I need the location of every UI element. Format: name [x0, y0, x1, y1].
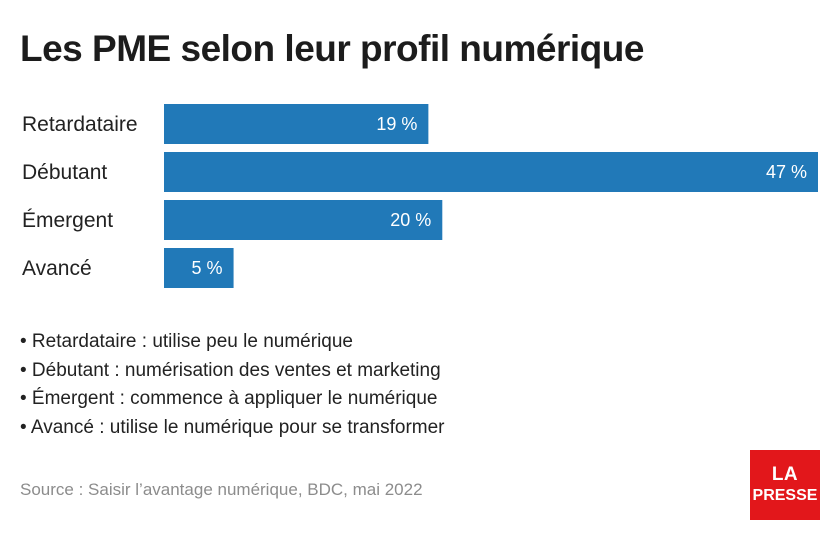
category-label: Émergent	[22, 209, 113, 232]
bar-value-label: 20 %	[390, 210, 431, 230]
bar	[164, 152, 818, 192]
category-label: Retardataire	[22, 113, 138, 136]
logo-line-1: LA	[771, 464, 799, 485]
definition-debutant: • Débutant : numérisation des ventes et …	[20, 359, 441, 381]
category-label: Avancé	[22, 257, 92, 280]
bar-value-label: 47 %	[766, 162, 807, 182]
bar	[164, 248, 234, 288]
chart-title: Les PME selon leur profil numérique	[20, 28, 644, 69]
bar-value-label: 5 %	[192, 258, 223, 278]
source-note: Source : Saisir l’avantage numérique, BD…	[20, 480, 423, 499]
bar	[164, 104, 429, 144]
category-label: Débutant	[22, 161, 107, 184]
definition-avance: • Avancé : utilise le numérique pour se …	[20, 416, 445, 438]
bar	[164, 200, 443, 240]
definition-retardataire: • Retardataire : utilise peu le numériqu…	[20, 331, 354, 352]
logo-line-2: PRESSE	[752, 487, 818, 504]
la-presse-logo: LA PRESSE	[750, 450, 820, 520]
definition-emergent: • Émergent : commence à appliquer le num…	[20, 388, 438, 409]
bar-chart: Retardataire 19 % Débutant 47 % Émergent 20 %…	[22, 104, 818, 288]
definitions-list: • Retardataire : utilise peu le numériqu…	[20, 328, 445, 442]
bar-value-label: 19 %	[376, 114, 417, 134]
